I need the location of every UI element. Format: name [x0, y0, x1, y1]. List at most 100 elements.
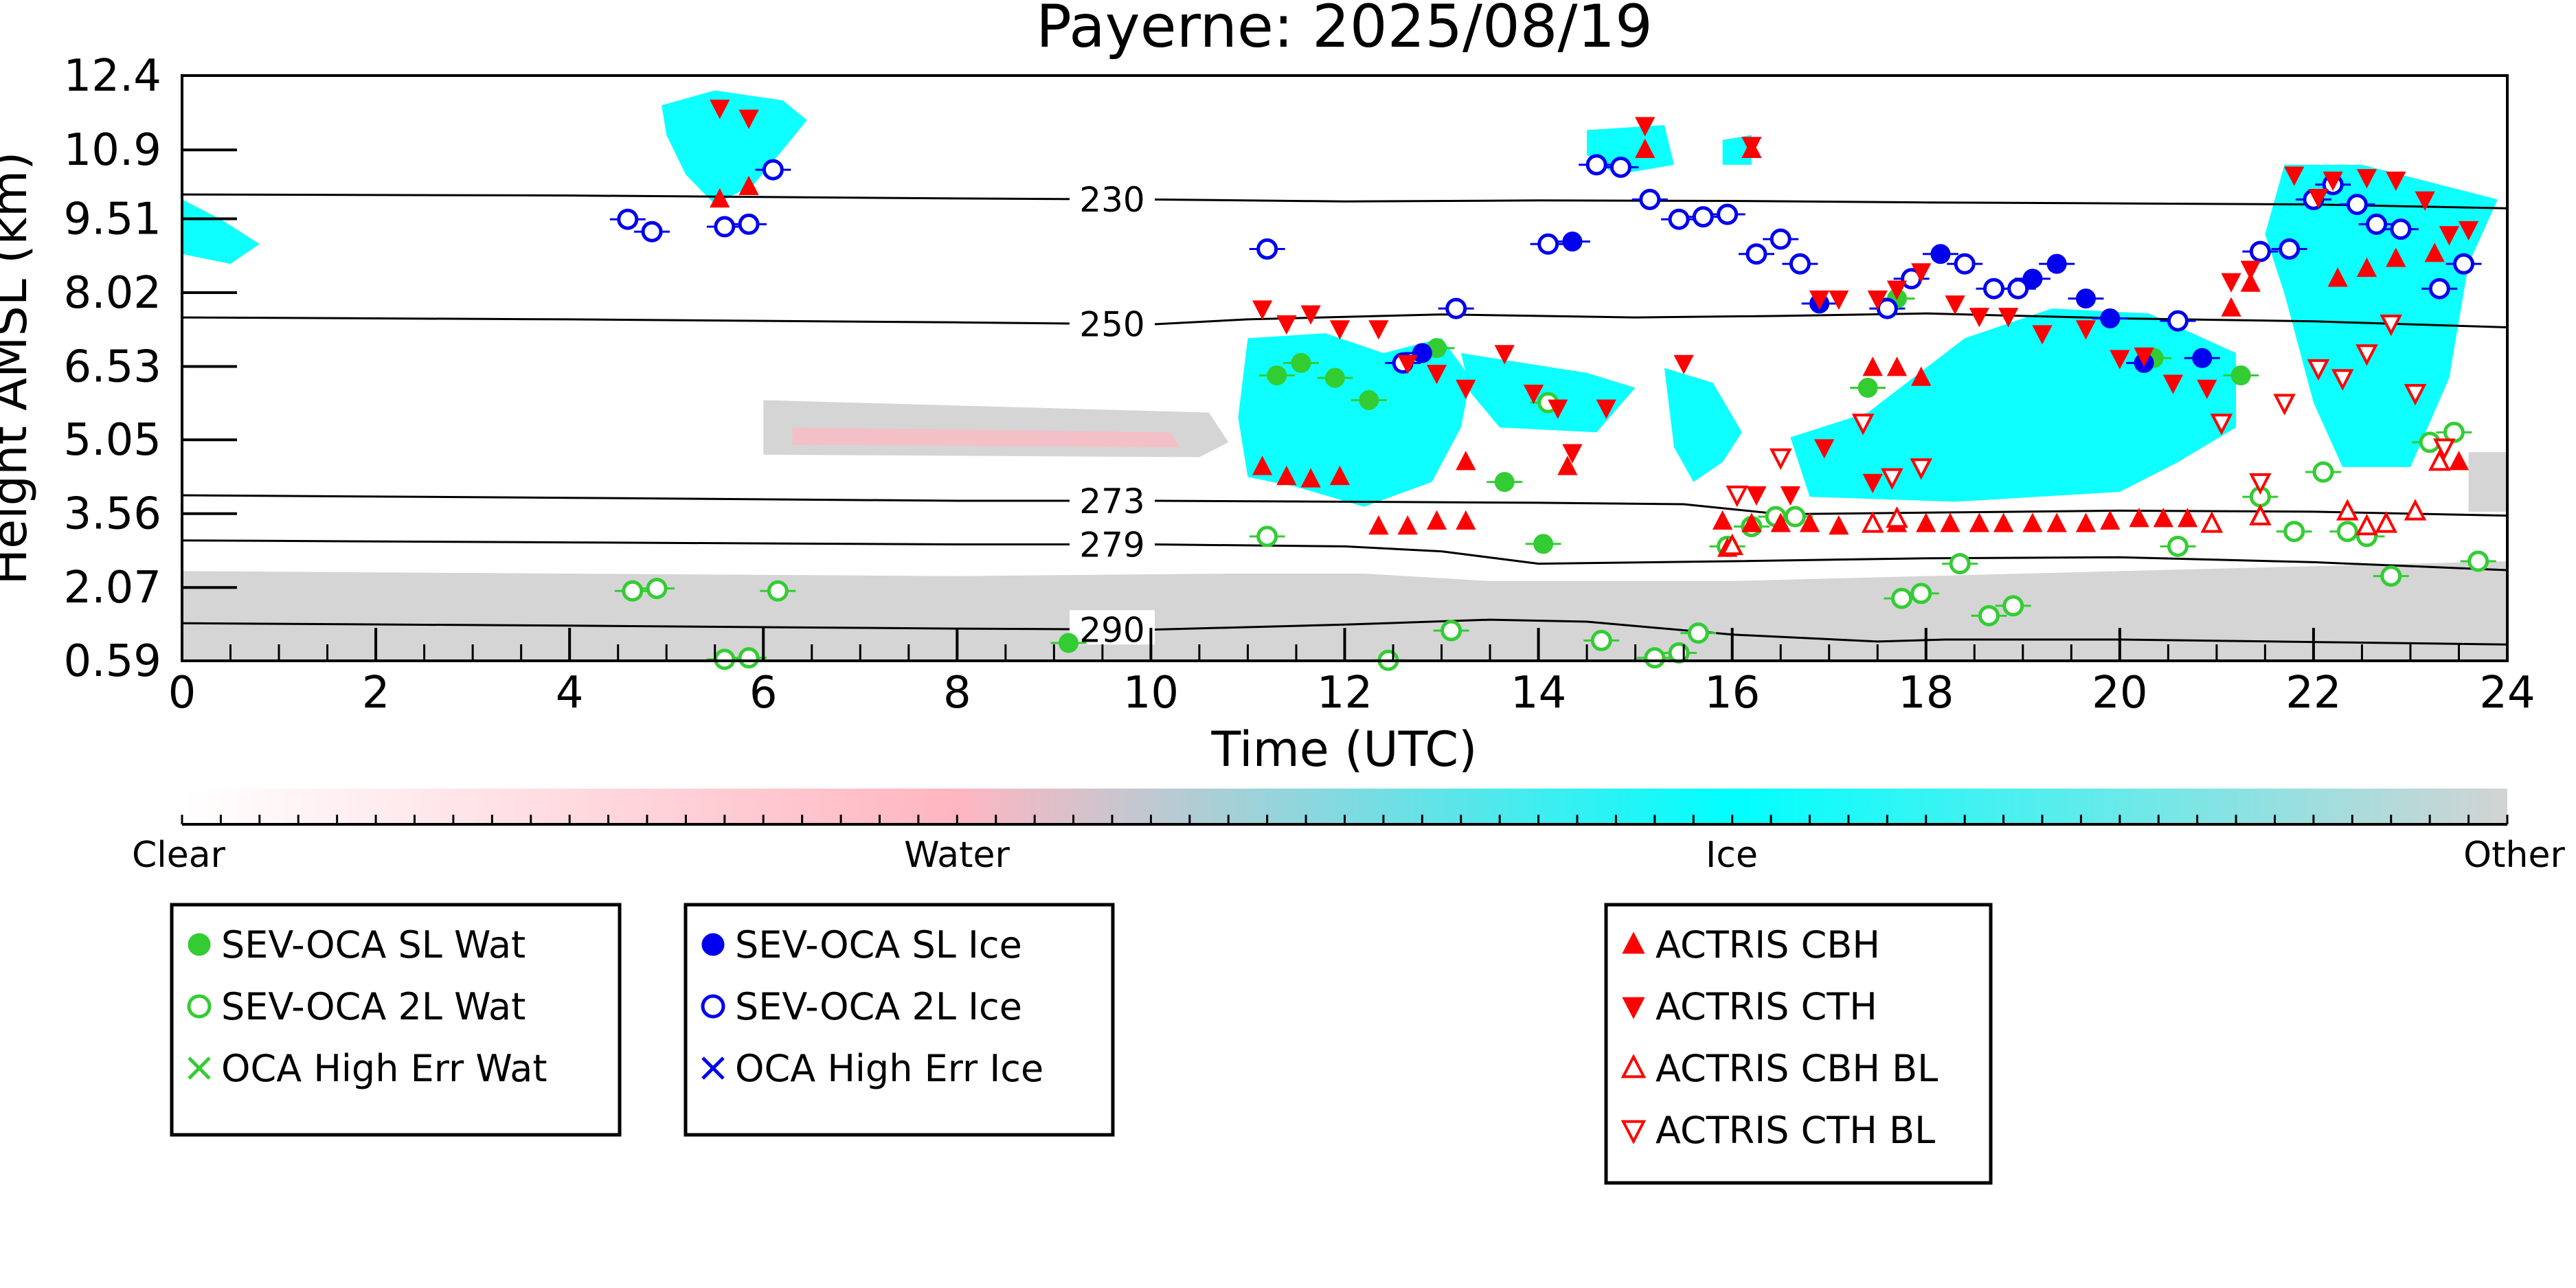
- x-tick-label: 16: [1704, 668, 1760, 719]
- data-point: [2307, 359, 2330, 381]
- data-point: [1745, 243, 1767, 265]
- data-point: [1789, 253, 1811, 275]
- data-point: [641, 221, 663, 242]
- y-tick-label: 5.05: [64, 415, 162, 466]
- y-tick-label: 0.59: [64, 636, 162, 687]
- data-point: [646, 578, 668, 600]
- data-point: [767, 580, 789, 602]
- data-point: [2355, 344, 2378, 366]
- legend-label: ACTRIS CBH BL: [1656, 1047, 1938, 1090]
- data-point: [1329, 465, 1351, 486]
- data-point: [2356, 257, 2377, 278]
- data-point: [2197, 379, 2217, 399]
- data-point: [1673, 354, 1694, 374]
- data-point: [1911, 366, 1932, 386]
- data-point: [1721, 533, 1743, 556]
- data-point: [2100, 308, 2121, 328]
- legend-label: ACTRIS CBH: [1656, 923, 1880, 967]
- colorbar-label-ice: Ice: [1706, 835, 1758, 876]
- data-point: [2331, 369, 2354, 391]
- data-point: [2284, 166, 2305, 186]
- data-point: [1910, 583, 1932, 605]
- data-point: [2240, 272, 2261, 292]
- data-point: [1886, 357, 1908, 376]
- legend-area: SEV-OCA SL Wat SEV-OCA 2L Wat OCA High Err…: [170, 903, 1993, 1185]
- data-point: [1590, 629, 1612, 651]
- data-point: [2308, 189, 2329, 209]
- isotherm-label: 279: [1079, 525, 1144, 565]
- legend-marker: [1620, 1120, 1647, 1144]
- data-point: [1445, 297, 1467, 319]
- isotherm-label: 250: [1079, 305, 1144, 345]
- data-point: [2007, 278, 2029, 300]
- legend-marker-stroke: [701, 1057, 725, 1080]
- data-point: [1668, 642, 1690, 664]
- data-point: [1851, 414, 1875, 436]
- data-point: [1252, 300, 1273, 320]
- data-point: [1687, 622, 1709, 644]
- data-point: [1523, 384, 1544, 405]
- data-point: [1256, 238, 1278, 260]
- data-point: [738, 175, 759, 196]
- x-tick-label: 12: [1317, 668, 1372, 719]
- isotherm-label: 230: [1079, 180, 1144, 220]
- legend-marker: [701, 933, 725, 956]
- cloud-region-ice: [1790, 308, 2237, 502]
- data-point: [1267, 365, 1287, 385]
- data-point: [2273, 394, 2296, 416]
- legend-label: OCA High Err Wat: [221, 1047, 547, 1090]
- data-point: [2453, 253, 2475, 275]
- legend-label: SEV-OCA SL Ice: [735, 923, 1022, 967]
- data-point: [1426, 365, 1447, 385]
- data-point: [1557, 455, 1578, 475]
- colorbar: Clear Water Ice Other: [132, 789, 2565, 876]
- data-point: [1456, 379, 1476, 399]
- isotherm-label-bg: [1070, 180, 1155, 215]
- y-axis-label: Height AMSL (km): [0, 152, 38, 585]
- data-point: [2075, 289, 2096, 309]
- data-point: [1291, 352, 1311, 373]
- data-point: [1548, 399, 1568, 419]
- data-point: [2336, 499, 2359, 521]
- data-point: [710, 100, 730, 120]
- x-tick-label: 0: [168, 668, 196, 719]
- data-point: [2046, 512, 2067, 532]
- data-point: [1784, 506, 1806, 528]
- data-point: [2177, 508, 2198, 528]
- isotherm-label-bg: [1070, 481, 1155, 516]
- legend-label: ACTRIS CTH BL: [1656, 1109, 1935, 1152]
- data-point: [1717, 203, 1739, 225]
- data-point: [2002, 595, 2024, 617]
- y-tick-label: 3.56: [64, 489, 162, 540]
- data-point: [1397, 354, 1418, 374]
- isotherm-line: [181, 193, 2508, 210]
- data-point: [2380, 314, 2403, 337]
- data-point: [1969, 512, 1989, 532]
- data-point: [1998, 308, 2019, 328]
- x-tick-label: 22: [2285, 668, 2341, 719]
- data-point: [1456, 510, 1476, 530]
- data-point: [1368, 320, 1389, 340]
- data-point: [1300, 305, 1321, 325]
- legend-label: SEV-OCA 2L Ice: [735, 985, 1022, 1028]
- data-point: [1300, 468, 1321, 488]
- legend-box-ice: [683, 903, 1115, 1137]
- data-point: [2110, 350, 2130, 370]
- x-tick-label: 20: [2092, 668, 2147, 719]
- data-point: [1397, 515, 1418, 535]
- data-point: [1692, 206, 1714, 228]
- data-point: [1256, 526, 1278, 547]
- data-point: [2167, 310, 2189, 332]
- data-point: [1770, 228, 1792, 250]
- data-point: [1780, 486, 1800, 506]
- data-point: [1440, 620, 1462, 642]
- data-point: [2355, 513, 2378, 536]
- data-point: [762, 159, 784, 181]
- legend-marker: [1622, 997, 1645, 1019]
- data-point: [1911, 263, 1932, 283]
- legend-label: ACTRIS CTH: [1656, 985, 1877, 1028]
- data-point: [2022, 269, 2043, 289]
- data-point: [2467, 550, 2489, 572]
- data-point: [1596, 399, 1616, 419]
- legend-marker: [1622, 931, 1645, 954]
